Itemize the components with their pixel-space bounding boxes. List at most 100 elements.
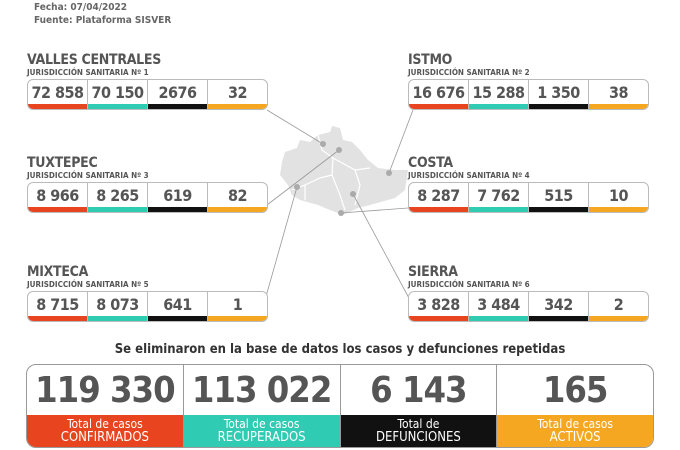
total-value: 119 330	[35, 369, 175, 411]
location-dot	[338, 210, 344, 216]
color-bar	[589, 207, 648, 212]
total-value: 6 143	[370, 369, 467, 411]
stat-confirmados: 8 966	[28, 183, 88, 212]
date-text: Fecha: 07/04/2022	[34, 2, 128, 13]
stat-recuperados: 8 073	[88, 292, 148, 321]
stat-value: 3 828	[417, 294, 460, 314]
region-name: TUXTEPEC	[27, 155, 98, 171]
region-card: VALLES CENTRALES JURISDICCIÓN SANITARIA …	[27, 53, 268, 110]
region-jurisdiction: JURISDICCIÓN SANITARIA Nº 1	[27, 68, 149, 77]
connector-line	[340, 207, 409, 214]
stat-value: 72 858	[31, 82, 84, 102]
total-activos: 165 Total de casos ACTIVOS	[497, 365, 653, 447]
note-text: Se eliminaron en la base de datos los ca…	[114, 342, 566, 357]
region-name: MIXTECA	[27, 264, 89, 280]
connector-line	[266, 149, 340, 206]
stat-value: 1 350	[537, 82, 580, 102]
region-name: SIERRA	[408, 264, 458, 280]
stat-value: 2	[613, 294, 624, 314]
region-stats: 8 966 8 265 619 82	[27, 182, 268, 213]
connector-line	[264, 186, 298, 301]
location-dot	[386, 170, 392, 176]
stat-activos: 32	[208, 80, 267, 109]
stat-value: 8 287	[417, 185, 460, 205]
stat-activos: 1	[208, 292, 267, 321]
region-jurisdiction: JURISDICCIÓN SANITARIA Nº 5	[27, 280, 149, 289]
color-bar	[469, 104, 528, 109]
stat-confirmados: 16 676	[409, 80, 469, 109]
state-shape	[280, 126, 408, 215]
color-bar	[409, 104, 468, 109]
stat-value: 7 762	[477, 185, 520, 205]
stat-value: 8 265	[96, 185, 139, 205]
stat-defunciones: 619	[148, 183, 208, 212]
color-bar	[529, 207, 588, 212]
region-card: MIXTECA JURISDICCIÓN SANITARIA Nº 5 8 715…	[27, 265, 268, 322]
color-bar	[88, 207, 147, 212]
stat-confirmados: 72 858	[28, 80, 88, 109]
label-line1: Total de	[397, 417, 440, 431]
color-bar	[28, 316, 87, 321]
stat-defunciones: 1 350	[529, 80, 589, 109]
stat-value: 15 288	[472, 82, 525, 102]
location-dot	[294, 184, 300, 190]
region-stats: 72 858 70 150 2676 32	[27, 79, 268, 110]
color-bar	[148, 316, 207, 321]
stat-confirmados: 3 828	[409, 292, 469, 321]
source-text: Fuente: Plataforma SISVER	[34, 15, 172, 26]
stat-confirmados: 8 715	[28, 292, 88, 321]
stat-value: 8 073	[96, 294, 139, 314]
color-bar	[409, 207, 468, 212]
total-defunciones: 6 143 Total de DEFUNCIONES	[340, 365, 498, 447]
stat-value: 32	[227, 82, 248, 102]
label-line1: Total de casos	[223, 417, 300, 431]
stat-activos: 2	[589, 292, 648, 321]
region-name: ISTMO	[408, 52, 453, 68]
color-bar	[148, 104, 207, 109]
stat-defunciones: 2676	[148, 80, 208, 109]
connector-line	[266, 109, 324, 145]
color-bar	[529, 104, 588, 109]
label-line2: DEFUNCIONES	[375, 430, 461, 445]
stat-value: 8 966	[36, 185, 79, 205]
region-stats: 8 287 7 762 515 10	[408, 182, 649, 213]
total-label: Total de casos CONFIRMADOS	[27, 415, 183, 447]
region-jurisdiction: JURISDICCIÓN SANITARIA Nº 6	[408, 280, 530, 289]
label-line2: RECUPERADOS	[217, 430, 306, 445]
stat-confirmados: 8 287	[409, 183, 469, 212]
color-bar	[148, 207, 207, 212]
total-recuperados: 113 022 Total de casos RECUPERADOS	[183, 365, 341, 447]
region-borders	[291, 134, 371, 211]
stat-value: 8 715	[36, 294, 79, 314]
color-bar	[589, 316, 648, 321]
region-jurisdiction: JURISDICCIÓN SANITARIA Nº 4	[408, 171, 530, 180]
stat-value: 70 150	[91, 82, 144, 102]
stat-value: 38	[608, 82, 629, 102]
region-card: COSTA JURISDICCIÓN SANITARIA Nº 4 8 287 7 …	[408, 156, 649, 213]
region-stats: 8 715 8 073 641 1	[27, 291, 268, 322]
stat-defunciones: 641	[148, 292, 208, 321]
color-bar	[88, 316, 147, 321]
color-bar	[589, 104, 648, 109]
total-label: Total de casos ACTIVOS	[497, 415, 653, 447]
region-jurisdiction: JURISDICCIÓN SANITARIA Nº 3	[27, 171, 149, 180]
stat-recuperados: 7 762	[469, 183, 529, 212]
stat-value: 515	[544, 185, 573, 205]
total-confirmados: 119 330 Total de casos CONFIRMADOS	[27, 365, 184, 447]
region-name: COSTA	[408, 155, 453, 171]
location-dot	[336, 147, 342, 153]
color-bar	[409, 316, 468, 321]
region-card: ISTMO JURISDICCIÓN SANITARIA Nº 2 16 676 1…	[408, 53, 649, 110]
stat-recuperados: 8 265	[88, 183, 148, 212]
label-line1: Total de casos	[537, 417, 613, 431]
region-name: VALLES CENTRALES	[27, 52, 161, 68]
color-bar	[208, 316, 267, 321]
stat-activos: 10	[589, 183, 648, 212]
header-info: Fecha: 07/04/2022 Fuente: Plataforma SIS…	[34, 1, 171, 27]
region-card: TUXTEPEC JURISDICCIÓN SANITARIA Nº 3 8 96…	[27, 156, 268, 213]
location-dot	[350, 191, 356, 197]
stat-value: 82	[227, 185, 248, 205]
total-label: Total de DEFUNCIONES	[340, 415, 497, 447]
